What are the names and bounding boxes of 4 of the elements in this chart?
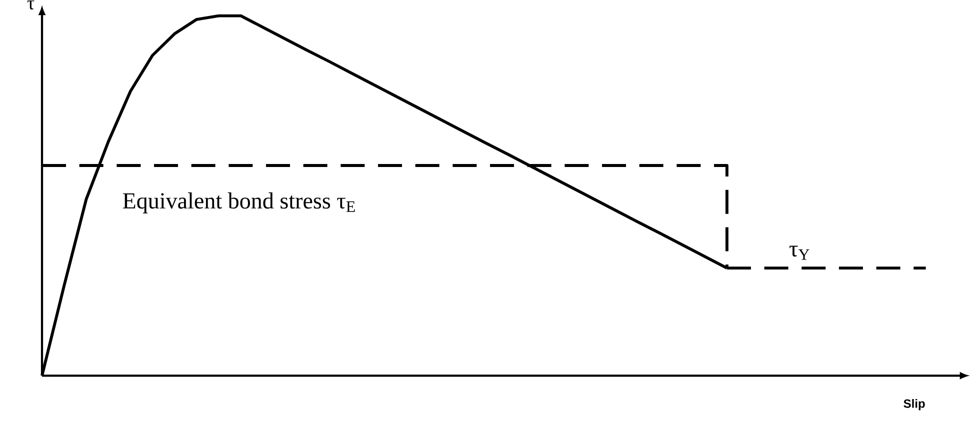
series-label: τ$_{Y}$ bbox=[789, 246, 810, 260]
x-axis-title: Slip bbox=[904, 399, 925, 410]
y-axis-title: τ bbox=[27, 0, 34, 10]
series-label: Equivalent bond stress τ$_{E}$ bbox=[122, 192, 355, 214]
